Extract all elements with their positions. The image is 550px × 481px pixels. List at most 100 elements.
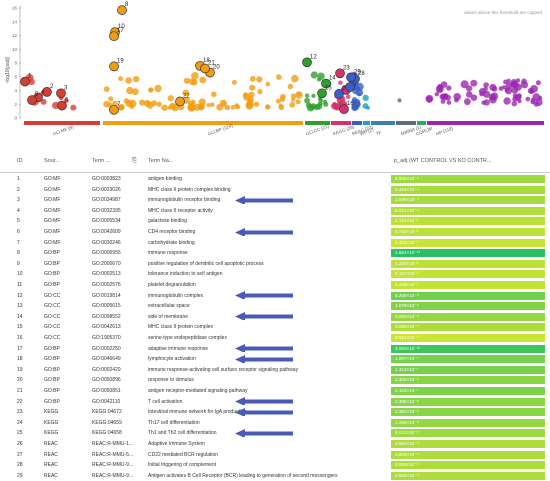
col-term-name-header[interactable]: Term Na...: [148, 158, 174, 164]
data-point[interactable]: [40, 98, 47, 105]
data-point[interactable]: [276, 74, 282, 80]
data-point[interactable]: [265, 81, 271, 87]
data-point[interactable]: [535, 98, 543, 107]
data-point[interactable]: [520, 81, 529, 89]
table-row[interactable]: 19 GO:BP GO:0002429 immune response-activat…: [0, 365, 550, 375]
data-point[interactable]: [290, 93, 297, 99]
table-row[interactable]: 5 GO:MF GO:0005534 galactose binding 1.724×1…: [0, 216, 550, 226]
highlighted-point[interactable]: [117, 5, 127, 15]
table-row[interactable]: 6 GO:MF GO:0042609 CD4 receptor binding 1.72…: [0, 227, 550, 237]
data-point[interactable]: [253, 101, 260, 107]
data-point[interactable]: [466, 91, 473, 98]
table-row[interactable]: 21 GO:BP GO:0050851 antigen receptor-mediat…: [0, 386, 550, 396]
data-point[interactable]: [310, 71, 318, 79]
data-point[interactable]: [446, 100, 452, 105]
data-point[interactable]: [265, 104, 271, 110]
data-point[interactable]: [287, 83, 294, 90]
data-point[interactable]: [63, 98, 69, 103]
data-point[interactable]: [257, 89, 263, 95]
highlighted-point[interactable]: [200, 63, 210, 74]
data-point[interactable]: [465, 85, 473, 92]
data-point[interactable]: [126, 86, 134, 95]
table-row[interactable]: 16 GO:CC GO:1905370 serine-type endopeptida…: [0, 333, 550, 343]
data-point[interactable]: [125, 77, 132, 84]
data-point[interactable]: [306, 104, 315, 112]
data-point[interactable]: [470, 94, 478, 101]
data-point[interactable]: [434, 92, 439, 97]
data-point[interactable]: [211, 91, 217, 98]
data-point[interactable]: [133, 75, 140, 83]
data-point[interactable]: [351, 104, 357, 110]
col-id-header[interactable]: ID: [17, 158, 23, 164]
table-row[interactable]: 29 REAC REAC:R-MMU-9... Antigen activates B…: [0, 471, 550, 481]
table-row[interactable]: 10 GO:BP GO:0002513 tolerance induction to …: [0, 269, 550, 279]
data-point[interactable]: [338, 100, 344, 105]
data-point[interactable]: [198, 103, 205, 110]
data-point[interactable]: [530, 97, 536, 103]
table-row[interactable]: 24 KEGG KEGG:04659 Th17 cell differentiatio…: [0, 418, 550, 428]
highlighted-point[interactable]: [109, 61, 119, 72]
data-point[interactable]: [470, 79, 478, 87]
data-point[interactable]: [323, 101, 329, 107]
table-row[interactable]: 4 GO:MF GO:0032395 MHC class II receptor ac…: [0, 206, 550, 216]
data-point[interactable]: [161, 104, 168, 111]
data-point[interactable]: [397, 98, 402, 103]
table-row[interactable]: 2 GO:MF GO:0023026 MHC class II protein com…: [0, 185, 550, 195]
data-point[interactable]: [334, 104, 341, 111]
data-point[interactable]: [345, 94, 351, 99]
data-point[interactable]: [224, 104, 231, 111]
data-point[interactable]: [464, 98, 471, 106]
data-point[interactable]: [454, 97, 459, 103]
data-point[interactable]: [525, 96, 531, 102]
data-point[interactable]: [357, 92, 362, 97]
data-point[interactable]: [151, 100, 158, 107]
data-point[interactable]: [249, 75, 256, 82]
table-row[interactable]: 17 GO:BP GO:0002250 adaptive immune respons…: [0, 344, 550, 354]
data-point[interactable]: [481, 100, 486, 105]
data-point[interactable]: [230, 104, 236, 110]
data-point[interactable]: [231, 79, 237, 85]
data-point[interactable]: [511, 81, 519, 89]
data-point[interactable]: [483, 90, 491, 98]
data-point[interactable]: [296, 91, 302, 97]
highlighted-point[interactable]: [317, 88, 327, 99]
data-point[interactable]: [131, 88, 139, 96]
data-point[interactable]: [441, 93, 449, 101]
table-row[interactable]: 7 GO:MF GO:0030246 carbohydrate binding 4.46…: [0, 238, 550, 248]
data-point[interactable]: [446, 85, 452, 91]
table-row[interactable]: 3 GO:MF GO:0034987 immunoglobulin receptor …: [0, 195, 550, 205]
data-point[interactable]: [535, 80, 541, 86]
col-source-header[interactable]: Sour...: [44, 158, 60, 164]
copy-icon[interactable]: ⎘: [132, 157, 137, 164]
highlighted-point[interactable]: [334, 89, 344, 99]
highlighted-point[interactable]: [321, 78, 331, 89]
data-point[interactable]: [280, 93, 286, 100]
data-point[interactable]: [156, 101, 162, 107]
data-point[interactable]: [352, 97, 357, 102]
data-point[interactable]: [338, 80, 343, 85]
data-point[interactable]: [362, 103, 369, 109]
table-row[interactable]: 27 REAC REAC:R-MMU-5... CD22 mediated BCR r…: [0, 450, 550, 460]
data-point[interactable]: [498, 86, 504, 91]
highlighted-point[interactable]: [57, 100, 67, 111]
data-point[interactable]: [235, 104, 241, 110]
data-point[interactable]: [128, 99, 137, 108]
col-term-id-header[interactable]: Term ...: [92, 158, 111, 164]
data-point[interactable]: [183, 77, 190, 84]
data-point[interactable]: [304, 97, 310, 104]
table-row[interactable]: 18 GO:BP GO:0046649 lymphocyte activation 1.…: [0, 354, 550, 364]
table-row[interactable]: 9 GO:BP GO:2000670 positive regulation of d…: [0, 259, 550, 269]
table-row[interactable]: 15 GO:CC GO:0042613 MHC class II protein co…: [0, 322, 550, 332]
data-point[interactable]: [489, 96, 497, 104]
highlighted-point[interactable]: [346, 72, 356, 83]
data-point[interactable]: [103, 100, 110, 108]
highlighted-point[interactable]: [20, 76, 30, 87]
table-row[interactable]: 1 GO:MF GO:0003823 antigen binding 6.605×10⁻…: [0, 174, 550, 184]
highlighted-point[interactable]: [345, 82, 355, 92]
data-point[interactable]: [483, 82, 489, 88]
data-point[interactable]: [182, 89, 190, 97]
data-point[interactable]: [491, 85, 498, 92]
table-row[interactable]: 12 GO:CC GO:0019814 immunoglobulin complex 5…: [0, 291, 550, 301]
table-row[interactable]: 8 GO:BP GO:0006955 immune response 1.651×10⁻…: [0, 248, 550, 258]
table-row[interactable]: 14 GO:CC GO:0098552 side of membrane 2.060×1…: [0, 312, 550, 322]
